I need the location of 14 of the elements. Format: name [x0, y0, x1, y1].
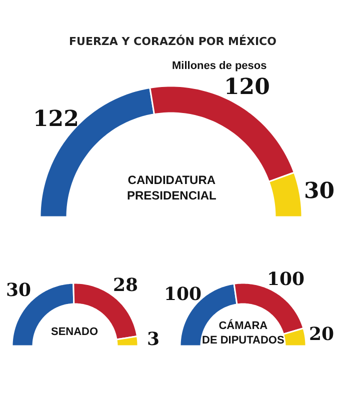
text: CÁMARA DE DIPUTADOS — [202, 319, 284, 346]
data-label: 100 — [267, 269, 305, 290]
data-label: 30 — [304, 178, 335, 204]
data-label: 100 — [164, 284, 202, 305]
data-label: 20 — [309, 324, 334, 345]
data-label: 30 — [6, 280, 32, 301]
data-label: 120 — [224, 74, 270, 100]
text: Millones de pesos — [172, 60, 267, 72]
text: FUERZA Y CORAZÓN POR MÉXICO — [69, 34, 276, 48]
data-label: 28 — [113, 275, 138, 296]
text: CANDIDATURA PRESIDENCIAL — [127, 173, 216, 203]
data-label: 122 — [33, 106, 79, 132]
data-label: 3 — [147, 329, 160, 350]
text: SENADO — [51, 326, 99, 338]
